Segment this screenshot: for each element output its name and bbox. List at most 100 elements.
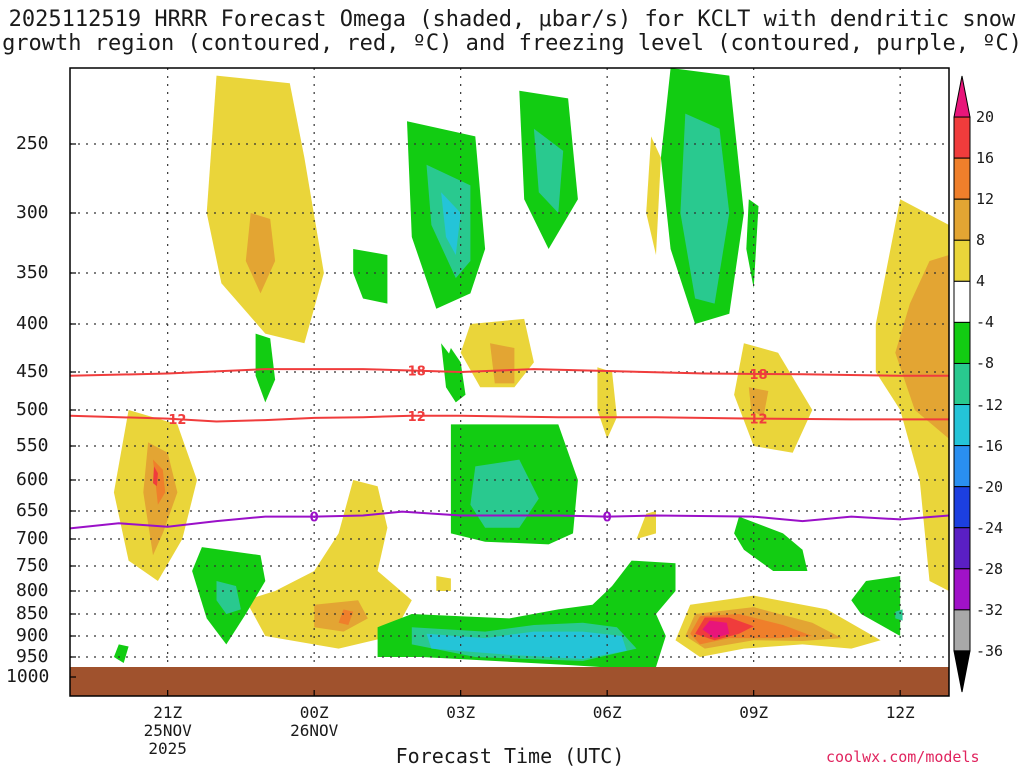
xtick-date-00Z: 26NOV	[290, 721, 339, 740]
colorbar-label-20: 20	[976, 108, 995, 127]
omega-region-4-33	[436, 576, 451, 591]
ytick-label-450: 450	[16, 361, 49, 382]
colorbar-label--4: -4	[976, 313, 995, 332]
omega-region--12-31	[216, 581, 241, 614]
isotherm-label--12-2: 12	[750, 413, 768, 428]
xtick-label-21Z: 21Z	[153, 703, 183, 722]
omega-shaded-fields	[113, 68, 949, 669]
x-axis-title: Forecast Time (UTC)	[395, 744, 625, 768]
xtick-label-09Z: 09Z	[739, 703, 769, 722]
colorbar-swatch-7	[953, 362, 971, 406]
omega-region--16-5	[441, 192, 461, 255]
isotherm-label--12-0: 12	[168, 413, 186, 428]
omega-region-16-26	[153, 466, 158, 487]
plot-frame	[69, 67, 950, 697]
omega-region--8-46	[446, 348, 466, 403]
isotherm-label--12-1: 12	[408, 410, 426, 425]
omega-region--8-39	[851, 576, 901, 636]
colorbar-swatch-6	[953, 321, 971, 364]
omega-region-12-29	[338, 609, 354, 625]
colorbar-label--8: -8	[976, 354, 995, 373]
ytick-label-650: 650	[16, 500, 49, 521]
isotherm-label-0-1: 0	[603, 511, 612, 526]
colorbar-swatch-10	[953, 486, 971, 529]
ytick-label-350: 350	[16, 262, 49, 283]
ytick-label-600: 600	[16, 469, 49, 490]
colorbar-swatch-14	[953, 650, 971, 693]
colorbar-swatch-3	[953, 198, 971, 241]
ytick-label-750: 750	[16, 555, 49, 576]
colorbar-swatch-4	[953, 239, 971, 282]
xtick-label-06Z: 06Z	[592, 703, 622, 722]
omega-region--12-9	[680, 113, 730, 304]
omega-region--16-37	[426, 631, 627, 659]
omega-region-8-28	[314, 600, 368, 632]
colorbar-label-8: 8	[976, 231, 986, 250]
ytick-label-550: 550	[16, 435, 49, 456]
omega-region-4-19	[734, 343, 813, 453]
colorbar-label-12: 12	[976, 190, 995, 209]
colorbar-swatch-8	[953, 404, 971, 447]
xtick-label-03Z: 03Z	[446, 703, 476, 722]
xtick-label-12Z: 12Z	[885, 703, 915, 722]
colorbar-swatch-11	[953, 527, 971, 570]
omega-region-20-45	[702, 620, 730, 639]
omega-region-4-10	[646, 136, 661, 255]
ytick-label-800: 800	[16, 580, 49, 601]
ytick-label-500: 500	[16, 399, 49, 420]
omega-region-8-20	[748, 387, 769, 418]
ytick-label-900: 900	[16, 625, 49, 646]
ytick-label-850: 850	[16, 603, 49, 624]
xtick-date-21Z: 25NOV	[143, 721, 192, 740]
omega-region-4-18	[597, 367, 617, 439]
colorbar-label--36: -36	[976, 641, 1004, 660]
gridlines	[70, 68, 949, 696]
isotherm--12	[69, 414, 949, 423]
ytick-label-300: 300	[16, 202, 49, 223]
colorbar-label--12: -12	[976, 395, 1004, 414]
omega-region--8-2	[353, 249, 388, 304]
isotherm-label--18-1: 18	[750, 368, 768, 383]
omega-region-4-34	[636, 511, 656, 539]
credit-link[interactable]: coolwx.com/models	[826, 748, 980, 766]
ground-surface	[70, 667, 949, 696]
colorbar-label--24: -24	[976, 518, 1004, 537]
colorbar-label--16: -16	[976, 436, 1004, 455]
colorbar-swatch-0	[953, 75, 971, 118]
ytick-label-700: 700	[16, 528, 49, 549]
omega-region--12-40	[895, 609, 903, 621]
colorbar-label--20: -20	[976, 477, 1004, 496]
chart-title-line2: growth region (contoured, red, ºC) and f…	[2, 31, 1022, 56]
omega-region-4-0	[206, 75, 324, 344]
colorbar-label-4: 4	[976, 272, 986, 291]
ytick-label-1000: 1000	[6, 666, 50, 687]
omega-region--8-11	[746, 199, 759, 289]
isotherm-0	[69, 510, 950, 530]
colorbar	[953, 75, 971, 693]
xtick-label-00Z: 00Z	[299, 703, 329, 722]
isotherm-label--18-0: 18	[408, 365, 426, 380]
colorbar-swatch-2	[953, 157, 971, 200]
omega-region--8-32	[113, 644, 129, 663]
omega-region-8-1	[245, 213, 276, 294]
colorbar-swatch-5	[953, 280, 971, 323]
colorbar-label--28: -28	[976, 559, 1004, 578]
ytick-label-950: 950	[16, 646, 49, 667]
isotherm-contours: 18 18 12 12 12 0 0	[69, 365, 950, 530]
isotherm-label-0-0: 0	[310, 511, 319, 526]
omega-region-8-14	[895, 255, 949, 439]
colorbar-swatch-9	[953, 445, 971, 488]
ytick-label-400: 400	[16, 313, 49, 334]
colorbar-swatch-1	[953, 116, 971, 159]
isotherm--18	[69, 368, 949, 377]
colorbar-label--32: -32	[976, 600, 1004, 619]
axis-ticks	[70, 143, 901, 696]
omega-region-4-27	[245, 480, 412, 649]
chart-title-line1: 2025112519 HRRR Forecast Omega (shaded, …	[8, 7, 1016, 32]
colorbar-swatch-12	[953, 568, 971, 611]
omega-region--8-38	[734, 516, 808, 571]
colorbar-swatch-13	[953, 609, 971, 652]
ytick-label-250: 250	[16, 133, 49, 154]
xtick-year-21Z: 2025	[148, 739, 187, 758]
